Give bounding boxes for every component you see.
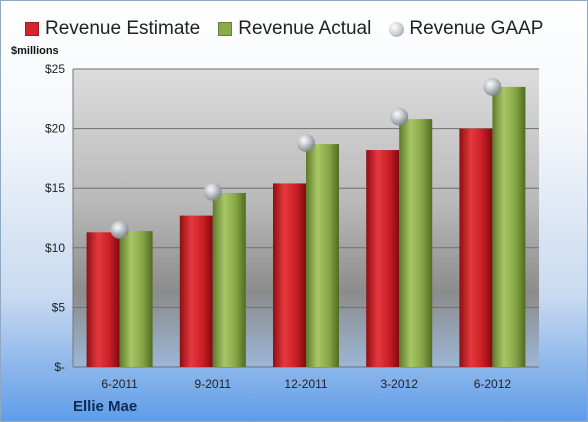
legend-label-revenue-estimate: Revenue Estimate bbox=[45, 18, 201, 39]
y-tick-label: $- bbox=[54, 360, 65, 374]
bar-revenue-estimate bbox=[179, 215, 213, 367]
y-tick-label: $15 bbox=[45, 181, 65, 195]
bar-revenue-actual bbox=[492, 86, 526, 367]
marker-revenue-gaap bbox=[297, 133, 315, 152]
y-tick-label: $10 bbox=[45, 241, 65, 255]
legend-item-revenue-actual: Revenue Actual bbox=[218, 18, 371, 40]
marker-revenue-gaap bbox=[483, 77, 502, 96]
x-tick-label: 6-2011 bbox=[101, 377, 138, 391]
bar-revenue-estimate bbox=[86, 232, 120, 367]
marker-revenue-gaap bbox=[110, 220, 129, 239]
x-tick-label: 9-2011 bbox=[195, 377, 232, 391]
bar-revenue-actual bbox=[119, 231, 153, 367]
legend-label-revenue-gaap: Revenue GAAP bbox=[409, 18, 544, 39]
bar-revenue-actual bbox=[212, 192, 246, 367]
legend-item-revenue-estimate: Revenue Estimate bbox=[25, 18, 200, 40]
legend-label-revenue-actual: Revenue Actual bbox=[238, 18, 372, 39]
bar-revenue-actual bbox=[399, 119, 433, 368]
legend-item-revenue-gaap: Revenue GAAP bbox=[389, 18, 543, 40]
x-tick-label: 3-2012 bbox=[381, 377, 419, 391]
marker-revenue-gaap bbox=[203, 182, 222, 201]
x-tick-label: 6-2012 bbox=[474, 377, 512, 391]
bar-revenue-estimate bbox=[459, 128, 493, 367]
legend: Revenue Estimate Revenue Actual Revenue … bbox=[25, 17, 561, 41]
company-name: Ellie Mae bbox=[73, 398, 138, 415]
y-tick-label: $25 bbox=[45, 62, 65, 76]
y-axis-unit-label: $millions bbox=[11, 45, 59, 57]
y-tick-label: $5 bbox=[52, 300, 66, 314]
legend-swatch-revenue-actual bbox=[218, 22, 233, 36]
legend-marker-revenue-gaap bbox=[389, 21, 405, 37]
bar-revenue-estimate bbox=[273, 183, 306, 367]
x-tick-label: 12-2011 bbox=[284, 377, 327, 391]
bar-revenue-actual bbox=[306, 144, 339, 367]
bar-revenue-estimate bbox=[366, 150, 400, 367]
legend-swatch-revenue-estimate bbox=[25, 22, 39, 36]
y-tick-label: $20 bbox=[45, 122, 65, 136]
marker-revenue-gaap bbox=[390, 107, 409, 126]
